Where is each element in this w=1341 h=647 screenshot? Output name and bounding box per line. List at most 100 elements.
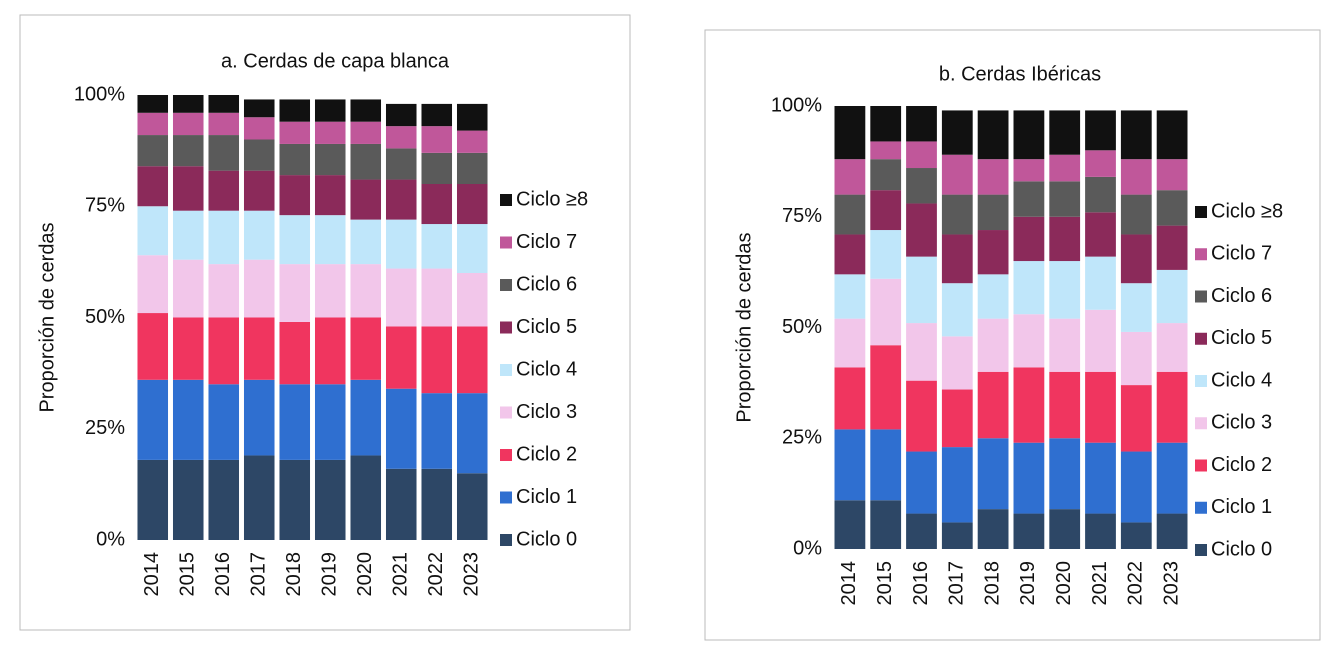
legend-swatch bbox=[1195, 248, 1207, 261]
bar-segment bbox=[1120, 385, 1152, 452]
bar-segment bbox=[456, 184, 488, 225]
legend-swatch bbox=[500, 449, 512, 461]
x-tick-label: 2016 bbox=[910, 561, 932, 606]
bar-segment bbox=[977, 159, 1009, 195]
bar-segment bbox=[1049, 438, 1081, 510]
bar-segment bbox=[906, 203, 937, 257]
legend-label: Ciclo 4 bbox=[516, 358, 577, 380]
bar-segment bbox=[208, 264, 240, 318]
bar-segment bbox=[385, 126, 417, 149]
bar-segment bbox=[421, 126, 453, 153]
legend-label: Ciclo 2 bbox=[516, 443, 577, 465]
bar-segment bbox=[870, 190, 902, 231]
legend-swatch bbox=[500, 534, 512, 546]
bar-segment bbox=[350, 99, 382, 122]
y-tick-label: 50% bbox=[782, 316, 822, 338]
y-axis-label: Proporción de cerdas bbox=[36, 222, 58, 412]
bar-segment bbox=[1085, 371, 1116, 443]
bar-segment bbox=[977, 230, 1009, 275]
bar-segment bbox=[1013, 159, 1045, 182]
bar-segment bbox=[314, 264, 346, 318]
bar-segment bbox=[906, 380, 937, 452]
panel-frame bbox=[704, 29, 1321, 641]
bar-segment bbox=[421, 224, 453, 269]
bar-segment bbox=[314, 175, 346, 216]
bar-segment bbox=[1156, 225, 1188, 270]
bar-segment bbox=[314, 143, 346, 176]
legend-label: Ciclo 6 bbox=[1211, 285, 1272, 307]
bar-segment bbox=[172, 259, 204, 318]
bar-segment bbox=[1085, 513, 1116, 549]
legend-label: Ciclo 5 bbox=[1211, 327, 1272, 349]
bar-segment bbox=[350, 121, 382, 144]
bar-segment bbox=[137, 459, 169, 540]
x-tick-label: 2022 bbox=[425, 552, 447, 597]
bar-segment bbox=[1085, 176, 1116, 213]
bar-segment bbox=[1013, 261, 1045, 315]
bar-segment bbox=[834, 500, 866, 549]
bar-segment bbox=[834, 429, 866, 501]
x-tick-label: 2019 bbox=[319, 552, 341, 597]
bar-segment bbox=[1120, 522, 1152, 549]
bar-segment bbox=[421, 184, 453, 225]
x-tick-label: 2017 bbox=[248, 552, 270, 597]
bar-segment bbox=[1049, 154, 1081, 182]
bar-segment bbox=[1013, 367, 1045, 443]
legend-label: Ciclo 7 bbox=[1211, 243, 1272, 265]
bar-segment bbox=[456, 473, 488, 540]
legend-label: Ciclo 2 bbox=[1211, 454, 1272, 476]
legend-swatch bbox=[1195, 417, 1207, 430]
bar-segment bbox=[870, 106, 902, 142]
bar-segment bbox=[208, 112, 240, 136]
bar-segment bbox=[137, 166, 169, 207]
bar-segment bbox=[1085, 212, 1116, 257]
legend-swatch bbox=[1195, 459, 1207, 472]
y-tick-label: 25% bbox=[85, 417, 125, 439]
y-tick-label: 0% bbox=[96, 528, 125, 550]
bar-segment bbox=[1085, 256, 1116, 310]
bar-segment bbox=[1013, 181, 1045, 217]
bar-segment bbox=[1013, 110, 1045, 160]
bar-segment bbox=[906, 323, 937, 381]
chart-title: b. Cerdas Ibéricas bbox=[939, 63, 1101, 85]
x-tick-label: 2020 bbox=[354, 552, 376, 597]
bar-segment bbox=[941, 234, 973, 284]
bar-segment bbox=[1049, 261, 1081, 319]
y-tick-label: 0% bbox=[793, 537, 822, 559]
x-tick-label: 2020 bbox=[1053, 561, 1075, 606]
x-tick-label: 2023 bbox=[1160, 561, 1182, 606]
bar-segment bbox=[906, 256, 937, 324]
bar-segment bbox=[208, 95, 240, 113]
bar-segment bbox=[1156, 323, 1188, 372]
bar-segment bbox=[1013, 513, 1045, 549]
bar-segment bbox=[350, 264, 382, 318]
bar-segment bbox=[456, 273, 488, 327]
x-tick-label: 2015 bbox=[874, 561, 896, 606]
bar-segment bbox=[385, 326, 417, 389]
bar-segment bbox=[870, 345, 902, 430]
bar-segment bbox=[1085, 150, 1116, 177]
bar-segment bbox=[385, 103, 417, 127]
bar-segment bbox=[1049, 318, 1081, 372]
bar-segment bbox=[350, 143, 382, 180]
bar-segment bbox=[1156, 110, 1188, 160]
bar-segment bbox=[279, 99, 311, 122]
bar-segment bbox=[906, 106, 937, 142]
bar-segment bbox=[137, 206, 169, 256]
bar-segment bbox=[172, 379, 204, 460]
bar-segment bbox=[906, 513, 937, 549]
bar-segment bbox=[314, 99, 346, 122]
bar-segment bbox=[977, 194, 1009, 231]
bar-segment bbox=[1085, 309, 1116, 372]
bar-segment bbox=[456, 393, 488, 474]
bar-segment bbox=[243, 379, 275, 456]
bar-segment bbox=[385, 179, 417, 220]
legend-label: Ciclo 0 bbox=[516, 528, 577, 550]
bar-segment bbox=[1120, 234, 1152, 284]
bar-segment bbox=[1049, 181, 1081, 217]
y-axis-label: Proporción de cerdas bbox=[733, 232, 755, 422]
bar-segment bbox=[243, 210, 275, 260]
bar-segment bbox=[1120, 451, 1152, 523]
bar-segment bbox=[977, 110, 1009, 160]
